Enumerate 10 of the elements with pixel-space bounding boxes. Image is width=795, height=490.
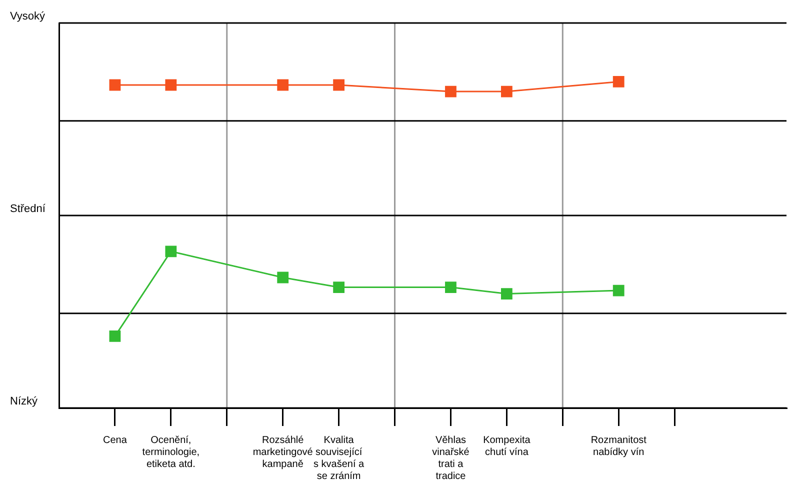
x-tick-label: Ocenění, terminologie, etiketa atd. bbox=[142, 434, 200, 470]
x-tick-label: Cena bbox=[103, 434, 128, 446]
x-tick-label: Rozsáhlé marketingové kampaně bbox=[252, 434, 314, 470]
x-tick-label: Věhlas vinařské trati a tradice bbox=[432, 434, 470, 482]
x-tick-label: Kvalita související s kvašení a se zráním bbox=[314, 434, 365, 482]
ref-line-label: Vysoký bbox=[10, 10, 46, 23]
x-tick-label: Kompexita chutí vína bbox=[483, 434, 531, 458]
x-tick-label: Rozmanitost nabídky vín bbox=[590, 434, 647, 458]
ref-line-label: Střední bbox=[10, 203, 46, 216]
ref-line-label: Nízký bbox=[10, 396, 38, 408]
